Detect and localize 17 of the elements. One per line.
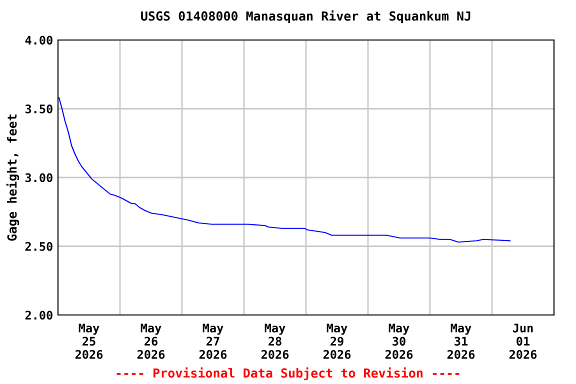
x-tick-label: May 27 2026 [199, 324, 227, 359]
y-tick-label: 2.50 [25, 242, 52, 251]
x-tick-label: May 28 2026 [261, 324, 289, 359]
text: ---- Provisional Data Subject to Revision ---- [116, 367, 460, 380]
x-tick-label: May 31 2026 [447, 324, 475, 359]
x-tick-label: May 26 2026 [137, 324, 165, 359]
x-tick-label: Jun 01 2026 [509, 324, 537, 359]
y-tick-label: 2.00 [25, 310, 52, 320]
x-tick-label: May 29 2026 [323, 324, 351, 359]
chart-title: USGS 01408000 Manasquan River at Squankum NJ [141, 10, 470, 24]
line-series [58, 97, 511, 243]
y-tick-label: 3.00 [25, 173, 52, 182]
x-tick-label: May 25 2026 [75, 324, 103, 359]
y-tick-label: 4.00 [25, 36, 52, 45]
y-axis-title: Gage height, feet [6, 114, 20, 241]
y-tick-label: 3.50 [25, 104, 52, 114]
x-tick-label: May 30 2026 [385, 324, 413, 359]
